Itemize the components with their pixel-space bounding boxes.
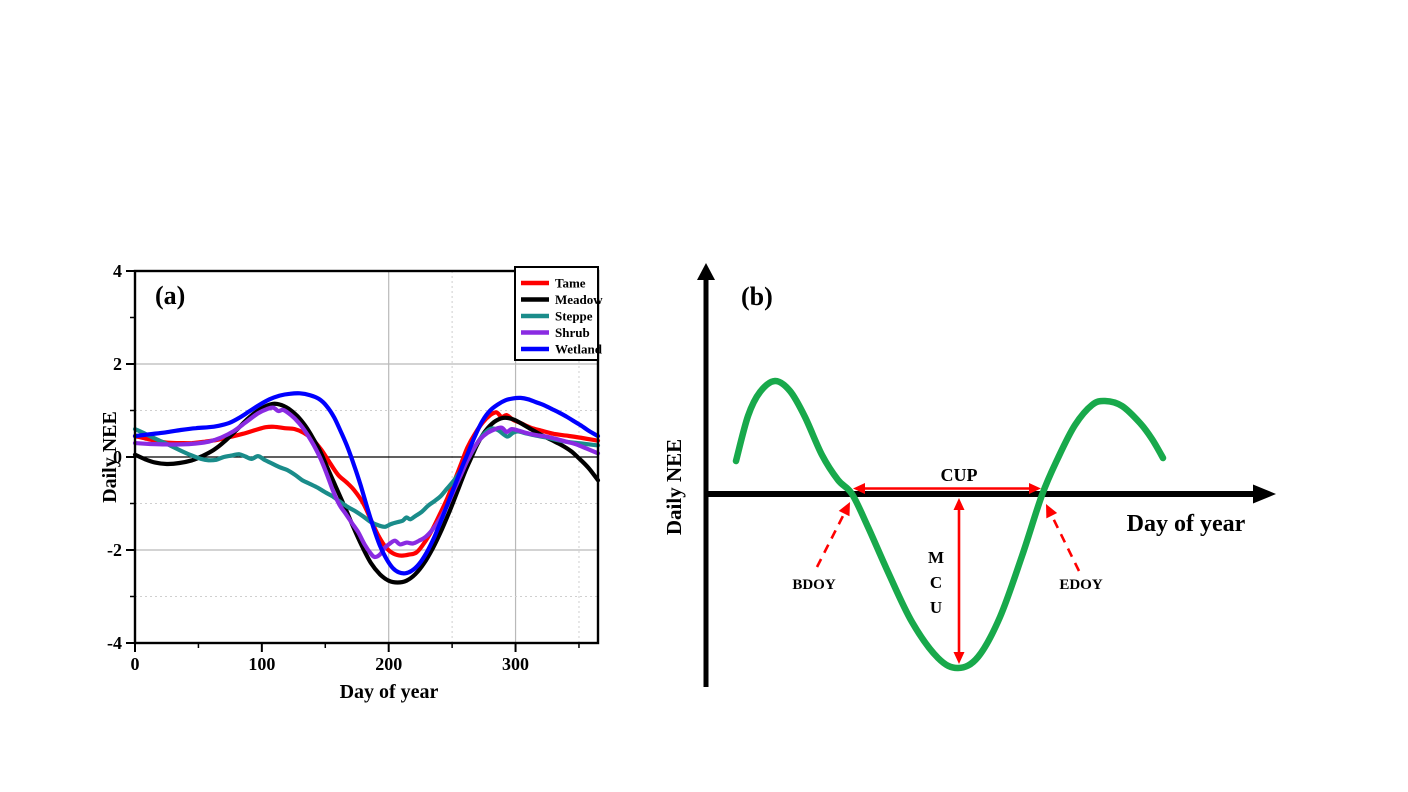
mcu-arrowhead-top [953,498,965,510]
edoy-annotation-label: EDOY [1059,577,1103,593]
x-tick-label: 300 [502,654,529,674]
panel-b-y-axis-title: Daily NEE [662,439,686,535]
panel-a-series [132,391,601,585]
mcu-arrowhead-bottom [953,652,965,664]
bdoy-annotation-label: BDOY [792,577,836,593]
x-tick-label: 100 [248,654,275,674]
panel-b-curve [732,377,1167,672]
y-tick-label: 4 [113,261,122,281]
y-tick-label: 0 [113,447,122,467]
bdoy-arrow-line [815,511,847,568]
legend-label-steppe: Steppe [555,309,593,324]
b-y-axis-arrowhead [697,263,715,280]
legend-label-meadow: Meadow [555,292,603,307]
y-tick-label: 2 [113,354,122,374]
panel-b-axes [697,263,1276,687]
series-shrub-line [132,405,601,560]
panel-b-x-axis-title: Day of year [1127,511,1246,537]
nee-schematic-curve [732,377,1167,672]
series-wetland-line [132,391,601,576]
panel-a-y-axis-title: Daily NEE [99,411,121,503]
cup-arrowhead-right [1029,483,1041,494]
y-tick-label: -2 [107,540,122,560]
series-meadow-line [132,401,601,585]
panel-a-frame-and-ticks: -4 -2 0 2 4 0 100 200 300 [107,261,600,674]
b-x-axis-arrowhead [1253,484,1276,504]
legend-label-shrub: Shrub [555,325,590,340]
x-tick-label: 0 [131,654,140,674]
bdoy-arrowhead [838,502,850,517]
panel-b-label: (b) [741,282,773,311]
mcu-letter-u: U [930,598,942,617]
panel-a-x-axis-title: Day of year [340,681,439,703]
x-tick-label: 200 [375,654,402,674]
mcu-letter-c: C [930,573,942,592]
legend-label-tame: Tame [555,276,586,291]
panel-b-annotation-arrows [815,483,1081,664]
cup-annotation-label: CUP [941,465,978,485]
edoy-arrowhead [1046,504,1058,519]
panel-a-label: (a) [155,281,185,310]
legend-label-wetland: Wetland [555,342,603,357]
series-steppe-line [132,426,601,529]
cup-arrowhead-left [853,483,865,494]
y-tick-label: -4 [107,633,122,653]
mcu-letter-m: M [928,548,944,567]
edoy-arrow-line [1049,513,1081,572]
